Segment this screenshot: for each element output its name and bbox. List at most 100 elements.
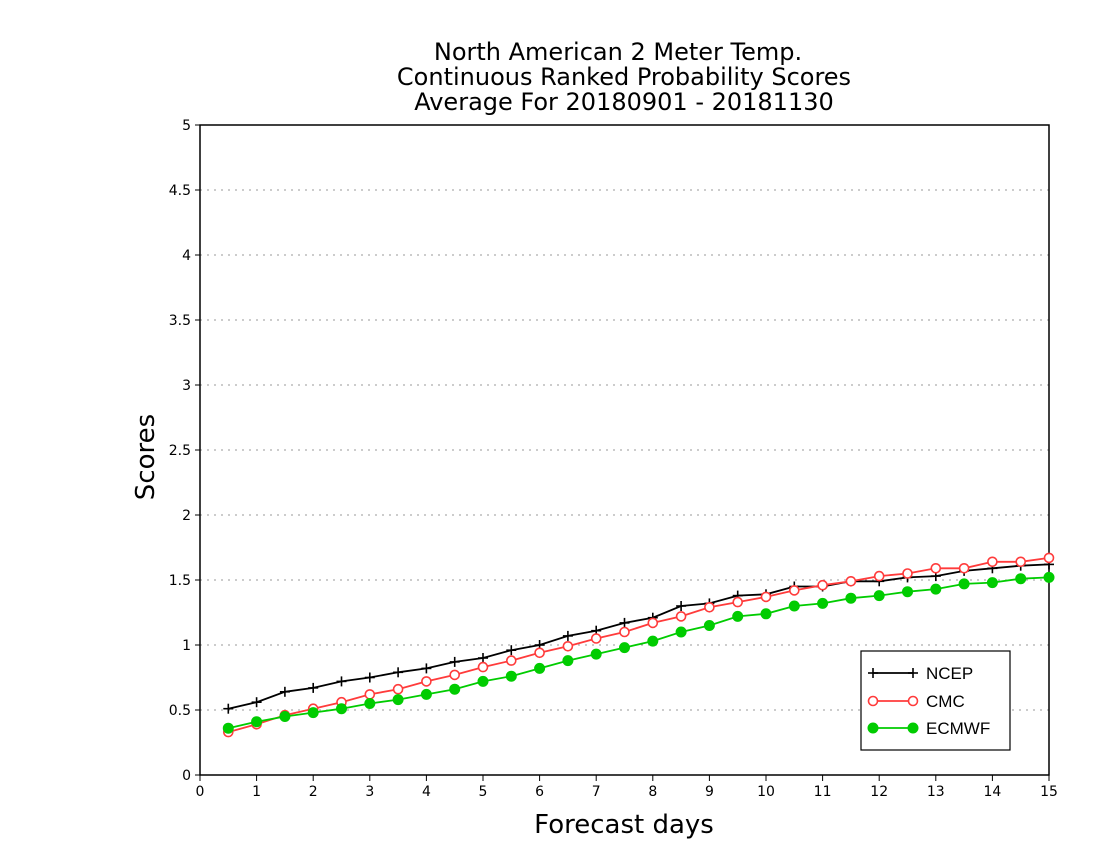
x-axis-title: Forecast days (534, 810, 714, 840)
data-point-ncep (449, 656, 460, 667)
data-point-cmc (987, 556, 998, 568)
data-point-ecmwf (817, 597, 829, 609)
x-tick-label: 8 (648, 784, 657, 800)
data-point-cmc (505, 655, 517, 666)
data-point-ncep (478, 653, 488, 663)
data-point-cmc (421, 676, 432, 687)
data-point-ecmwf (986, 577, 998, 589)
data-point-cmc (1043, 552, 1055, 564)
x-tick-label: 0 (196, 784, 205, 800)
data-point-ecmwf (364, 698, 376, 709)
data-point-ncep (251, 697, 262, 708)
x-tick-label: 6 (535, 784, 544, 800)
data-point-ncep (676, 601, 687, 611)
data-point-ecmwf (222, 722, 234, 734)
y-tick-label: 3 (182, 378, 191, 394)
data-point-ecmwf (279, 711, 291, 722)
x-tick-label: 5 (479, 784, 488, 800)
data-point-cmc (534, 647, 545, 659)
data-point-ecmwf (873, 590, 885, 602)
y-tick-label: 0 (182, 768, 191, 784)
data-point-ecmwf (505, 670, 517, 682)
legend-item-ecmwf: ECMWF (867, 719, 990, 738)
data-point-cmc (958, 562, 970, 574)
data-point-cmc (704, 601, 715, 613)
y-tick-label: 3.5 (169, 313, 191, 329)
data-point-ecmwf (958, 578, 970, 590)
chart-title-line-3: Average For 20180901 - 20181130 (414, 88, 834, 116)
data-point-cmc (364, 689, 376, 700)
data-point-ecmwf (902, 586, 913, 598)
data-point-ncep (336, 676, 347, 687)
series-layer (222, 552, 1055, 738)
data-point-cmc (788, 585, 800, 596)
data-point-cmc (392, 683, 404, 695)
y-tick-label: 1 (182, 638, 191, 654)
x-tick-label: 15 (1040, 784, 1058, 800)
legend-marker-ecmwf (907, 722, 919, 734)
legend-marker-cmc (907, 695, 919, 707)
data-point-cmc (562, 640, 574, 652)
data-point-cmc (873, 570, 885, 582)
data-point-ecmwf (703, 620, 715, 631)
legend-item-ncep: NCEP (868, 664, 973, 683)
x-tick-label: 4 (422, 784, 431, 800)
data-point-cmc (590, 633, 602, 644)
data-point-ecmwf (562, 655, 574, 667)
data-point-ecmwf (477, 675, 489, 687)
y-axis-title: Scores (131, 414, 161, 500)
series-ecmwf (222, 571, 1055, 734)
legend-marker-ecmwf (867, 722, 879, 734)
x-tick-label: 2 (309, 784, 318, 800)
data-point-ecmwf (760, 608, 772, 620)
legend-item-cmc: CMC (867, 692, 965, 711)
x-tick-label: 3 (365, 784, 374, 800)
x-tick-label: 12 (870, 784, 888, 800)
legend-label-ecmwf: ECMWF (926, 719, 990, 738)
data-point-ecmwf (732, 610, 744, 622)
data-point-ecmwf (1043, 571, 1055, 583)
y-tick-label: 1.5 (169, 573, 191, 589)
data-point-cmc (477, 661, 489, 673)
data-point-cmc (1015, 556, 1027, 568)
data-point-cmc (619, 626, 630, 638)
data-point-ecmwf (449, 683, 461, 695)
data-point-ecmwf (251, 716, 263, 728)
data-point-ecmwf (647, 635, 659, 647)
x-tick-label: 9 (705, 784, 714, 800)
x-tick-label: 11 (814, 784, 832, 800)
data-point-ncep (562, 630, 573, 641)
data-point-ecmwf (392, 694, 404, 706)
legend-label-cmc: CMC (926, 692, 965, 711)
data-point-cmc (760, 591, 772, 603)
x-tick-label: 13 (927, 784, 945, 800)
data-point-cmc (930, 562, 942, 574)
data-point-ncep (393, 667, 404, 678)
x-tick-label: 7 (592, 784, 601, 800)
chart-title-line-2: Continuous Ranked Probability Scores (397, 63, 851, 91)
x-axis: 0 1 2 3 4 5 6 7 8 9 10 11 12 13 14 15 (196, 775, 1058, 800)
data-point-ncep (421, 663, 432, 674)
legend: NCEP CMC ECMWF (860, 650, 1011, 751)
data-point-ecmwf (930, 583, 942, 595)
data-point-cmc (817, 579, 828, 591)
y-tick-label: 2 (182, 508, 191, 524)
data-point-ncep (223, 703, 234, 714)
data-point-ncep (308, 682, 319, 693)
data-point-cmc (845, 575, 857, 587)
y-tick-label: 2.5 (169, 443, 191, 459)
data-point-ecmwf (420, 688, 432, 700)
data-point-cmc (449, 669, 461, 681)
data-point-cmc (647, 617, 659, 629)
data-point-cmc (902, 568, 913, 579)
data-point-ecmwf (534, 662, 546, 674)
y-axis: 0 0.5 1 1.5 2 2.5 3 3.5 4 4.5 5 (169, 118, 200, 784)
y-tick-label: 4 (182, 248, 191, 264)
data-point-ecmwf (336, 703, 347, 715)
data-point-ncep (619, 617, 630, 628)
x-tick-label: 10 (757, 784, 775, 800)
y-tick-label: 4.5 (169, 183, 191, 199)
data-point-cmc (675, 611, 687, 622)
